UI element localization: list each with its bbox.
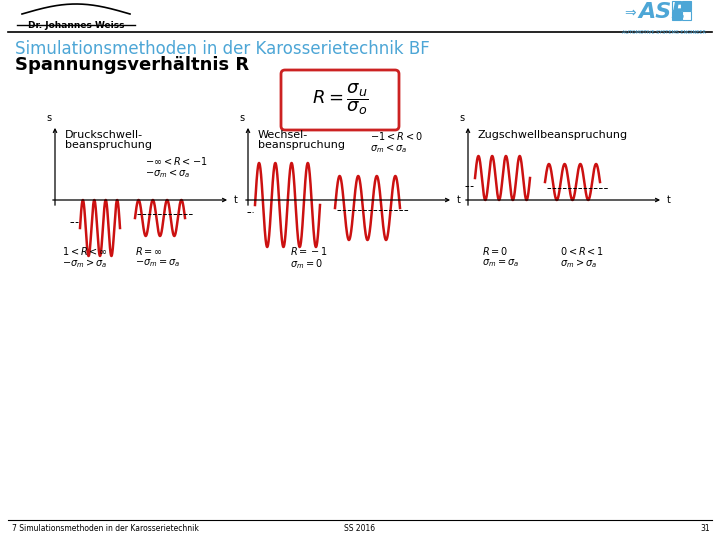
Text: $\sigma_m > \sigma_a$: $\sigma_m > \sigma_a$	[560, 257, 597, 270]
Text: $\sigma_m < \sigma_a$: $\sigma_m < \sigma_a$	[370, 142, 407, 155]
Bar	[672, 11, 681, 20]
Text: $0 < R < 1$: $0 < R < 1$	[560, 245, 604, 257]
Text: t: t	[234, 195, 238, 205]
Bar	[682, 11, 691, 20]
Text: ASE: ASE	[638, 2, 686, 22]
Text: $-\sigma_m = \sigma_a$: $-\sigma_m = \sigma_a$	[135, 257, 180, 269]
Text: $R = \dfrac{\sigma_u}{\sigma_o}$: $R = \dfrac{\sigma_u}{\sigma_o}$	[312, 81, 368, 117]
Text: 31: 31	[701, 524, 710, 533]
Text: Spannungsverhältnis R: Spannungsverhältnis R	[15, 56, 249, 74]
Text: Zugschwellbeanspruchung: Zugschwellbeanspruchung	[478, 130, 628, 140]
FancyBboxPatch shape	[281, 70, 399, 130]
Text: SS 2016: SS 2016	[344, 524, 376, 533]
Bar	[682, 1, 691, 10]
Text: Druckschwell-: Druckschwell-	[65, 130, 143, 140]
Text: Wechsel-: Wechsel-	[258, 130, 308, 140]
Text: 7 Simulationsmethoden in der Karosserietechnik: 7 Simulationsmethoden in der Karosseriet…	[12, 524, 199, 533]
Text: $R = \infty$: $R = \infty$	[135, 245, 163, 257]
Text: Dr. Johannes Weiss: Dr. Johannes Weiss	[28, 21, 125, 30]
Text: s: s	[240, 113, 245, 123]
Text: $-\sigma_m > \sigma_a$: $-\sigma_m > \sigma_a$	[62, 257, 107, 270]
Text: Simulationsmethoden in der Karosserietechnik BF: Simulationsmethoden in der Karosserietec…	[15, 40, 430, 58]
Text: $1 < R < \infty$: $1 < R < \infty$	[62, 245, 108, 257]
Text: $R = 0$: $R = 0$	[482, 245, 508, 257]
Text: $R = -1$: $R = -1$	[290, 245, 328, 257]
Text: AUTOMOTIVE SYSTEMS ENGINEER: AUTOMOTIVE SYSTEMS ENGINEER	[622, 30, 706, 35]
Text: $-\sigma_m < \sigma_a$: $-\sigma_m < \sigma_a$	[145, 167, 190, 180]
Text: beanspruchung: beanspruchung	[65, 140, 152, 150]
Text: t: t	[457, 195, 461, 205]
Text: s: s	[460, 113, 465, 123]
Text: $-\infty < R < -1$: $-\infty < R < -1$	[145, 155, 207, 167]
Text: t: t	[667, 195, 671, 205]
Text: $\Rightarrow$: $\Rightarrow$	[622, 5, 638, 19]
Text: $-1 < R < 0$: $-1 < R < 0$	[370, 130, 423, 142]
Text: $\sigma_m = \sigma_a$: $\sigma_m = \sigma_a$	[482, 257, 519, 269]
Bar	[672, 1, 681, 10]
Text: beanspruchung: beanspruchung	[258, 140, 345, 150]
Text: $\sigma_m = 0$: $\sigma_m = 0$	[290, 257, 323, 271]
Text: s: s	[47, 113, 52, 123]
